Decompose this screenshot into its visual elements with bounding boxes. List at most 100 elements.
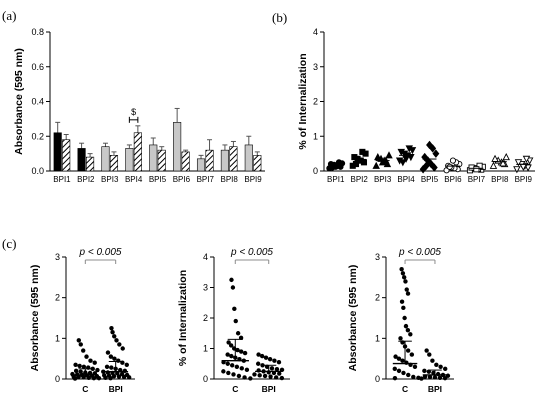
marker-diamond: [422, 161, 430, 171]
data-point: [84, 354, 89, 359]
data-point: [124, 362, 129, 367]
data-point: [443, 366, 448, 372]
data-point: [402, 315, 407, 321]
data-point: [76, 338, 82, 343]
data-point: [393, 354, 398, 359]
data-point: [259, 353, 265, 359]
data-point: [76, 374, 81, 380]
data-point: [90, 366, 95, 372]
data-point: [244, 367, 250, 373]
marker-triangle-down: [513, 166, 521, 174]
data-point: [81, 348, 86, 353]
y-tick-label: 0.2: [31, 131, 44, 141]
data-point: [396, 368, 402, 374]
data-point: [242, 350, 248, 356]
marker-square: [359, 148, 366, 155]
marker-triangle: [385, 151, 393, 159]
marker-triangle: [502, 153, 510, 161]
marker-circle: [335, 159, 342, 166]
bar-bpi6-a: [173, 122, 182, 172]
data-point: [392, 366, 397, 372]
data-point: [116, 358, 121, 363]
data-point: [404, 287, 409, 292]
y-tick-label: 2: [375, 293, 380, 303]
panel-label-b: (b): [272, 10, 287, 25]
y-tick-label: 2: [55, 293, 60, 303]
data-point: [109, 365, 114, 370]
data-point: [400, 358, 405, 363]
y-tick-label: 0.8: [31, 27, 44, 37]
pvalue-label: p < 0.005: [398, 247, 441, 258]
data-point: [117, 342, 122, 347]
data-point: [230, 285, 236, 290]
marker-circle: [329, 164, 336, 171]
bar-bpi1-b: [62, 139, 71, 172]
data-point: [432, 375, 438, 380]
data-point: [225, 352, 230, 357]
marker-square: [356, 157, 363, 164]
marker-triangle: [374, 153, 382, 161]
bar-bpi5-b: [157, 149, 166, 172]
x-tick-label: BPI4: [397, 175, 415, 184]
y-tick-label: 0.0: [31, 166, 44, 176]
data-point: [229, 353, 234, 359]
marker-triangle-down: [405, 145, 413, 153]
marker-triangle-down: [514, 159, 523, 167]
data-point: [111, 373, 117, 379]
marker-triangle: [491, 154, 499, 162]
y-axis-title: Absorbance (595 nm): [13, 48, 25, 155]
y-tick-label: 1: [375, 333, 380, 343]
data-point: [78, 342, 83, 347]
pvalue-label: p < 0.005: [230, 247, 273, 258]
y-axis-title: Absorbance (595 nm): [347, 265, 359, 372]
data-point: [262, 373, 268, 379]
data-point: [77, 363, 82, 369]
y-tick-label: 1: [313, 131, 318, 141]
data-point: [95, 367, 100, 373]
x-tick-label: BPI2: [350, 175, 368, 184]
marker-triangle: [372, 161, 380, 169]
scatter-chart-c3: 0 1 2 3 Absorbance (595 nm) C BPI p < 0.005: [347, 247, 454, 394]
x-tick-label: C: [82, 384, 88, 394]
data-point: [96, 375, 102, 381]
x-tick-label: BPI7: [197, 175, 215, 184]
data-point: [126, 375, 132, 380]
x-tick-label: BPI: [109, 384, 123, 394]
data-point: [234, 364, 240, 369]
data-point: [405, 291, 411, 296]
x-tick-label: BPI: [428, 384, 442, 394]
bar-bpi2-b: [86, 156, 95, 172]
data-point: [267, 356, 273, 362]
marker-triangle-down: [399, 159, 407, 167]
bar-bpi4-a: [125, 148, 134, 172]
y-tick-label: 0.4: [31, 97, 44, 107]
data-point: [239, 349, 244, 354]
bar-bpi7-a: [196, 158, 206, 172]
data-point: [232, 306, 237, 312]
y-tick-label: 4: [313, 27, 318, 37]
x-tick-label: BPI4: [125, 175, 143, 184]
bar-bpi5-a: [149, 144, 158, 172]
data-point: [257, 373, 262, 378]
x-tick-label: BPI9: [515, 175, 533, 184]
bar-chart-a: 0.0 0.2 0.4 0.6 0.8 Absorbance (595 nm) BPI1 BP…: [13, 27, 265, 184]
data-point: [88, 358, 93, 363]
data-point: [120, 346, 125, 351]
bar-bpi7-b: [205, 149, 214, 172]
y-tick-label: 0: [375, 374, 380, 384]
bar-bpi9-b: [253, 155, 262, 172]
data-point: [398, 336, 403, 341]
data-point: [405, 348, 411, 353]
data-point: [225, 361, 230, 366]
bar-bpi9-a: [244, 144, 253, 172]
panel-label-c: (c): [2, 236, 16, 251]
data-point: [108, 354, 114, 359]
marker-triangle: [489, 161, 498, 169]
data-point: [104, 364, 110, 369]
x-tick-label: C: [232, 384, 238, 394]
data-point: [114, 338, 119, 343]
data-point: [411, 374, 416, 380]
data-point: [276, 360, 282, 365]
x-tick-label: BPI5: [149, 175, 167, 184]
marker-triangle-down: [522, 155, 531, 163]
